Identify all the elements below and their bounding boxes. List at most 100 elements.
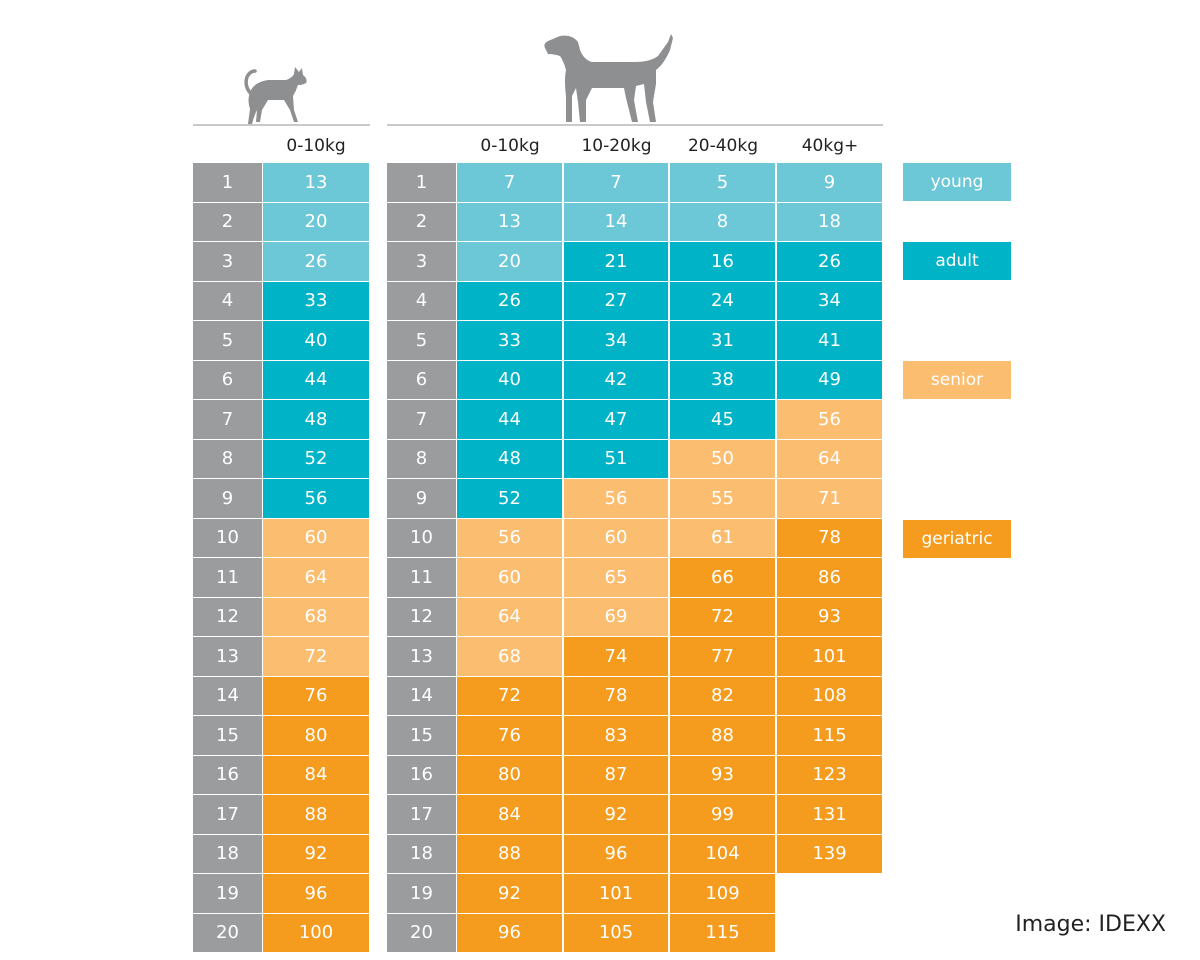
cat-age-cell: 16 xyxy=(193,755,262,794)
dog-human-age-cell: 69 xyxy=(564,597,668,636)
dog-human-age-cell: 108 xyxy=(777,676,882,715)
dog-human-age-cell: 14 xyxy=(564,202,668,241)
dog-human-age-cell: 99 xyxy=(670,795,775,834)
dog-human-age-cell: 66 xyxy=(670,558,775,597)
cat-age-cell: 2 xyxy=(193,202,262,241)
dog-human-age-cell: 78 xyxy=(564,676,668,715)
dog-human-age-cell: 40 xyxy=(457,360,562,399)
cat-age-cell: 18 xyxy=(193,834,262,873)
dog-human-age-cell: 105 xyxy=(564,913,668,952)
dog-age-cell: 12 xyxy=(387,597,456,636)
dog-human-age-cell: 68 xyxy=(457,637,562,676)
dog-human-age-cell: 26 xyxy=(777,242,882,281)
dog-human-age-cell: 83 xyxy=(564,716,668,755)
dog-header-rule xyxy=(387,124,883,126)
dog-column-header: 10-20kg xyxy=(581,136,652,156)
dog-human-age-cell: 52 xyxy=(457,479,562,518)
cat-age-cell: 13 xyxy=(193,637,262,676)
dog-age-cell: 6 xyxy=(387,360,456,399)
cat-human-age-cell: 80 xyxy=(263,716,369,755)
dog-human-age-cell: 49 xyxy=(777,360,882,399)
cat-human-age-cell: 60 xyxy=(263,518,369,557)
cat-age-cell: 8 xyxy=(193,439,262,478)
dog-human-age-cell: 65 xyxy=(564,558,668,597)
image-credit: Image: IDEXX xyxy=(1015,912,1166,937)
dog-human-age-cell: 56 xyxy=(457,518,562,557)
cat-human-age-cell: 26 xyxy=(263,242,369,281)
dog-human-age-cell: 8 xyxy=(670,202,775,241)
dog-human-age-cell: 72 xyxy=(457,676,562,715)
dog-human-age-cell: 20 xyxy=(457,242,562,281)
cat-age-cell: 14 xyxy=(193,676,262,715)
cat-human-age-cell: 33 xyxy=(263,281,369,320)
cat-human-age-cell: 64 xyxy=(263,558,369,597)
dog-human-age-cell: 101 xyxy=(777,637,882,676)
dog-human-age-cell: 34 xyxy=(777,281,882,320)
dog-human-age-cell: 74 xyxy=(564,637,668,676)
dog-human-age-cell: 33 xyxy=(457,321,562,360)
cat-age-cell: 19 xyxy=(193,874,262,913)
dog-human-age-cell: 21 xyxy=(564,242,668,281)
cat-human-age-cell: 56 xyxy=(263,479,369,518)
cat-human-age-cell: 88 xyxy=(263,795,369,834)
legend-young: young xyxy=(903,163,1011,201)
dog-human-age-cell: 55 xyxy=(670,479,775,518)
dog-human-age-cell: 86 xyxy=(777,558,882,597)
dog-age-cell: 15 xyxy=(387,716,456,755)
dog-human-age-cell: 61 xyxy=(670,518,775,557)
dog-human-age-cell: 24 xyxy=(670,281,775,320)
cat-human-age-cell: 68 xyxy=(263,597,369,636)
dog-human-age-cell: 47 xyxy=(564,400,668,439)
dog-human-age-cell: 13 xyxy=(457,202,562,241)
cat-human-age-cell: 84 xyxy=(263,755,369,794)
dog-human-age-cell: 56 xyxy=(777,400,882,439)
cat-age-cell: 9 xyxy=(193,479,262,518)
legend-geriatric: geriatric xyxy=(903,520,1011,558)
dog-age-cell: 18 xyxy=(387,834,456,873)
dog-age-cell: 11 xyxy=(387,558,456,597)
dog-human-age-cell: 78 xyxy=(777,518,882,557)
cat-header-rule xyxy=(193,124,370,126)
dog-human-age-cell: 96 xyxy=(564,834,668,873)
dog-human-age-cell: 56 xyxy=(564,479,668,518)
dog-human-age-cell: 64 xyxy=(777,439,882,478)
cat-human-age-cell: 100 xyxy=(263,913,369,952)
dog-age-cell: 20 xyxy=(387,913,456,952)
cat-human-age-cell: 20 xyxy=(263,202,369,241)
dog-human-age-cell: 7 xyxy=(457,163,562,202)
dog-human-age-cell: 51 xyxy=(564,439,668,478)
dog-human-age-cell: 101 xyxy=(564,874,668,913)
dog-column-header: 40kg+ xyxy=(801,136,859,156)
dog-human-age-cell: 109 xyxy=(670,874,775,913)
dog-human-age-cell: 93 xyxy=(670,755,775,794)
dog-silhouette-icon xyxy=(544,34,673,122)
cat-age-cell: 15 xyxy=(193,716,262,755)
dog-age-cell: 17 xyxy=(387,795,456,834)
cat-human-age-cell: 52 xyxy=(263,439,369,478)
dog-age-cell: 9 xyxy=(387,479,456,518)
dog-column-header: 0-10kg xyxy=(480,136,540,156)
dog-age-cell: 19 xyxy=(387,874,456,913)
dog-human-age-cell: 139 xyxy=(777,834,882,873)
cat-age-cell: 17 xyxy=(193,795,262,834)
dog-human-age-cell: 104 xyxy=(670,834,775,873)
cat-column-header: 0-10kg xyxy=(286,136,346,156)
dog-age-cell: 4 xyxy=(387,281,456,320)
dog-human-age-cell: 48 xyxy=(457,439,562,478)
dog-age-cell: 13 xyxy=(387,637,456,676)
cat-human-age-cell: 44 xyxy=(263,360,369,399)
dog-human-age-cell: 44 xyxy=(457,400,562,439)
dog-human-age-cell: 64 xyxy=(457,597,562,636)
dog-age-cell: 1 xyxy=(387,163,456,202)
cat-human-age-cell: 92 xyxy=(263,834,369,873)
dog-human-age-cell: 5 xyxy=(670,163,775,202)
dog-human-age-cell: 131 xyxy=(777,795,882,834)
dog-human-age-cell: 92 xyxy=(564,795,668,834)
cat-human-age-cell: 48 xyxy=(263,400,369,439)
dog-human-age-cell: 115 xyxy=(670,913,775,952)
cat-human-age-cell: 13 xyxy=(263,163,369,202)
cat-age-cell: 1 xyxy=(193,163,262,202)
cat-age-cell: 4 xyxy=(193,281,262,320)
cat-human-age-cell: 76 xyxy=(263,676,369,715)
dog-human-age-cell: 76 xyxy=(457,716,562,755)
